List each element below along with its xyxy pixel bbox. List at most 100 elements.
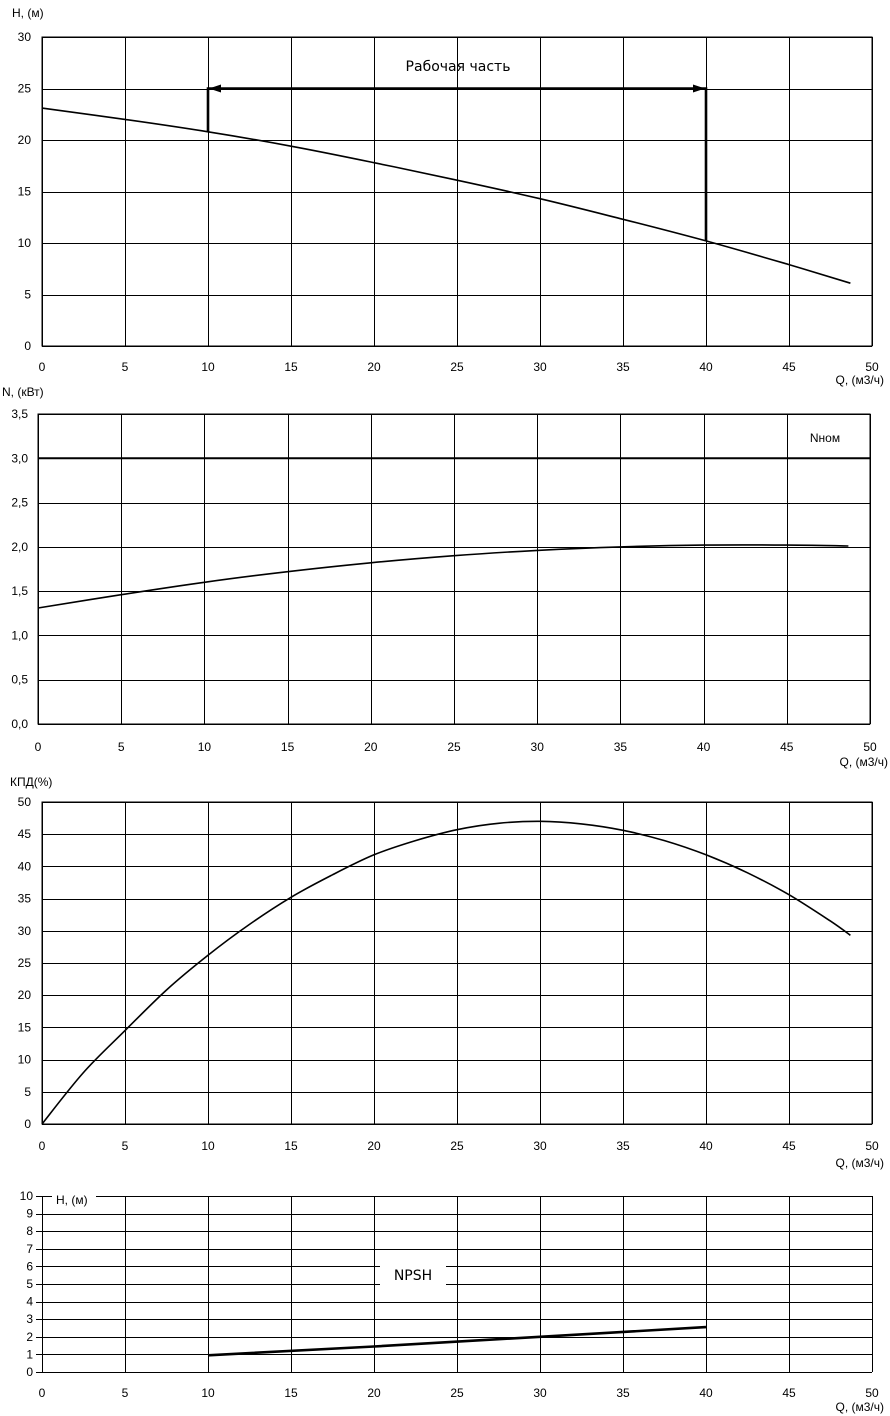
x-tick-label: 5 xyxy=(122,360,129,374)
x-tick-label: 20 xyxy=(364,740,378,754)
y-tick-label: 25 xyxy=(18,956,32,970)
head-curve xyxy=(41,107,851,284)
y-tick-label: 0,0 xyxy=(11,717,28,731)
y-tick-label: 1 xyxy=(26,1347,33,1361)
x-tick-label: 10 xyxy=(201,1386,215,1400)
x-tick-label: 30 xyxy=(533,360,547,374)
y-tick-label: 5 xyxy=(24,288,31,302)
x-tick-label: 50 xyxy=(865,1139,879,1153)
npsh-y-axis-label: H, (м) xyxy=(56,1193,88,1207)
y-tick-label: 10 xyxy=(18,236,32,250)
y-tick-label: 0 xyxy=(26,1365,33,1379)
head-x-axis-label: Q, (м3/ч) xyxy=(835,373,884,387)
y-tick-label: 20 xyxy=(18,988,32,1002)
x-tick-label: 25 xyxy=(450,1139,464,1153)
power-y-ticks: 0,0 0,5 1,0 1,5 2,0 2,5 3,0 3,5 xyxy=(11,407,28,731)
head-grid xyxy=(42,37,873,347)
head-chart: 0 5 10 15 20 25 30 0 5 10 15 20 25 30 35 40 45 50 Рабоча… xyxy=(12,6,884,387)
y-tick-label: 5 xyxy=(24,1085,31,1099)
x-tick-label: 5 xyxy=(118,740,125,754)
head-plot-frame xyxy=(41,36,873,347)
x-tick-label: 20 xyxy=(367,360,381,374)
npsh-x-axis-label: Q, (м3/ч) xyxy=(835,1400,884,1414)
x-tick-label: 0 xyxy=(35,740,42,754)
y-tick-label: 0 xyxy=(24,1117,31,1131)
y-tick-label: 0 xyxy=(24,339,31,353)
x-tick-label: 5 xyxy=(122,1139,129,1153)
working-range-arrowhead-right xyxy=(693,84,705,93)
x-tick-label: 0 xyxy=(39,1139,46,1153)
y-tick-label: 40 xyxy=(18,859,32,873)
x-tick-label: 30 xyxy=(533,1386,547,1400)
x-tick-label: 20 xyxy=(367,1139,381,1153)
npsh-y-ticks: 0 1 2 3 4 5 6 7 8 9 10 xyxy=(20,1189,34,1379)
x-tick-label: 0 xyxy=(39,360,46,374)
x-tick-label: 45 xyxy=(782,1139,796,1153)
npsh-curve xyxy=(207,1325,707,1357)
power-plot-frame xyxy=(37,413,871,725)
x-tick-label: 40 xyxy=(699,360,713,374)
x-tick-label: 10 xyxy=(201,360,215,374)
y-tick-label: 15 xyxy=(18,1020,32,1034)
head-x-ticks: 0 5 10 15 20 25 30 35 40 45 50 xyxy=(39,360,879,374)
npsh-x-ticks: 0 5 10 15 20 25 30 35 40 45 50 xyxy=(39,1386,879,1400)
power-chart: 0,0 0,5 1,0 1,5 2,0 2,5 3,0 3,5 0 5 10 15 20 25 30 35 4… xyxy=(2,385,888,769)
npsh-label: NPSH xyxy=(394,1268,432,1284)
nominal-power-label: Nном xyxy=(810,431,840,445)
x-tick-label: 25 xyxy=(447,740,461,754)
y-tick-label: 7 xyxy=(26,1242,33,1256)
x-tick-label: 15 xyxy=(284,1139,298,1153)
y-tick-label: 2 xyxy=(26,1330,33,1344)
working-range-label: Рабочая часть xyxy=(406,59,511,75)
x-tick-label: 45 xyxy=(780,740,794,754)
efficiency-curve xyxy=(41,820,851,1125)
x-tick-label: 45 xyxy=(782,360,796,374)
y-tick-label: 1,0 xyxy=(11,628,28,642)
efficiency-x-ticks: 0 5 10 15 20 25 30 35 40 45 50 xyxy=(39,1139,879,1153)
y-tick-label: 0,5 xyxy=(11,673,28,687)
power-x-ticks: 0 5 10 15 20 25 30 35 40 45 50 xyxy=(35,740,877,754)
x-tick-label: 40 xyxy=(697,740,711,754)
x-tick-label: 30 xyxy=(531,740,545,754)
x-tick-label: 40 xyxy=(699,1386,713,1400)
power-y-axis-label: N, (кВт) xyxy=(2,385,44,399)
x-tick-label: 45 xyxy=(782,1386,796,1400)
y-tick-label: 10 xyxy=(20,1189,34,1203)
power-grid xyxy=(38,414,871,725)
npsh-y-label-background xyxy=(52,1191,96,1207)
head-y-ticks: 0 5 10 15 20 25 30 xyxy=(18,30,32,353)
efficiency-y-ticks: 0 5 10 15 20 25 30 35 40 45 50 xyxy=(18,795,32,1131)
x-tick-label: 10 xyxy=(198,740,212,754)
x-tick-label: 35 xyxy=(616,360,630,374)
y-tick-label: 3 xyxy=(26,1312,33,1326)
y-tick-label: 4 xyxy=(26,1295,33,1309)
y-tick-label: 8 xyxy=(26,1224,33,1238)
efficiency-y-axis-label: КПД(%) xyxy=(10,775,52,789)
y-tick-label: 1,5 xyxy=(11,584,28,598)
y-tick-label: 5 xyxy=(26,1277,33,1291)
y-tick-label: 50 xyxy=(18,795,32,809)
efficiency-grid xyxy=(42,802,873,1125)
x-tick-label: 30 xyxy=(533,1139,547,1153)
y-tick-label: 9 xyxy=(26,1207,33,1221)
x-tick-label: 25 xyxy=(450,360,464,374)
x-tick-label: 50 xyxy=(863,740,877,754)
x-tick-label: 10 xyxy=(201,1139,215,1153)
npsh-grid xyxy=(36,1196,873,1373)
working-range-arrowhead-left xyxy=(209,84,221,93)
y-tick-label: 10 xyxy=(18,1053,32,1067)
y-tick-label: 3,0 xyxy=(11,451,28,465)
x-tick-label: 35 xyxy=(614,740,628,754)
y-tick-label: 45 xyxy=(18,827,32,841)
y-tick-label: 6 xyxy=(26,1259,33,1273)
npsh-label-background xyxy=(380,1262,446,1288)
x-tick-label: 50 xyxy=(865,1386,879,1400)
power-x-axis-label: Q, (м3/ч) xyxy=(839,755,888,769)
x-tick-label: 35 xyxy=(616,1139,630,1153)
y-tick-label: 35 xyxy=(18,892,32,906)
efficiency-chart: 0 5 10 15 20 25 30 35 40 45 50 0 5 10 15 20 25 30 35 40 45 5… xyxy=(10,775,884,1170)
efficiency-plot-frame xyxy=(41,801,873,1125)
x-tick-label: 20 xyxy=(367,1386,381,1400)
